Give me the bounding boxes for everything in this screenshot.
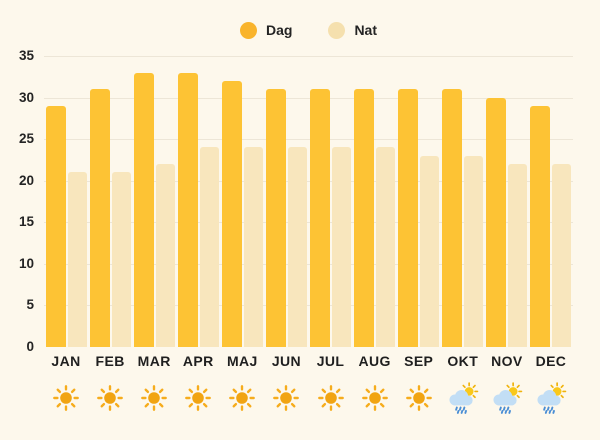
chart-legend: Dag Nat [44,19,573,41]
month-label-sep: SEP [404,353,434,369]
bar-nat-sep [420,155,440,347]
gridline-5 [44,305,573,307]
gridline-25 [44,139,573,141]
y-tick-30: 30 [18,89,34,105]
month-label-dec: DEC [535,353,567,369]
month-label-apr: APR [182,353,214,369]
bar-nat-nov [508,164,528,347]
bar-dag-dec [530,105,551,347]
bar-dag-maj [221,80,242,347]
gridline-15 [44,222,573,224]
gridline-30 [44,97,573,99]
bar-group-jun [264,56,308,347]
sun-icon [220,381,264,415]
bar-dag-jun [265,89,286,347]
y-tick-10: 10 [18,255,34,271]
bar-group-aug [353,56,397,347]
bar-group-feb [88,56,132,347]
bar-dag-okt [442,89,463,347]
bars [44,56,573,347]
sun-icon [132,381,176,415]
bar-dag-feb [89,89,110,347]
sun-icon [264,381,308,415]
bar-nat-jun [287,147,307,347]
month-label-jul: JUL [316,353,345,369]
y-tick-0: 0 [26,339,34,354]
month-label-jan: JAN [51,353,81,369]
bar-nat-apr [199,147,219,347]
weather-icons-row [44,381,573,415]
sun-rain-icon [529,381,573,415]
month-label-mar: MAR [137,353,171,369]
gridline-20 [44,180,573,182]
bar-nat-aug [376,147,396,347]
legend-item-nat: Nat [328,21,377,39]
bar-group-apr [176,56,220,347]
gridline-35 [44,56,573,57]
bar-group-sep [397,56,441,347]
x-axis-month-labels: JAN FEB MAR APR MAJ JUN JUL AUG SEP OKT NOV DEC [44,353,573,369]
bar-nat-jan [67,172,87,347]
dag-color-swatch [239,21,257,39]
sun-icon [397,381,441,415]
month-label-maj: MAJ [226,353,258,369]
bar-nat-maj [243,147,263,347]
y-tick-20: 20 [18,172,34,188]
sun-icon [176,381,220,415]
sun-icon [88,381,132,415]
nat-color-swatch [328,21,346,39]
bar-group-maj [220,56,264,347]
sun-rain-icon [485,381,529,415]
y-tick-25: 25 [18,131,34,147]
bar-dag-jul [310,89,331,347]
bar-dag-jan [45,105,66,347]
bar-group-okt [441,56,485,347]
bar-nat-mar [155,164,175,347]
sun-icon [308,381,352,415]
month-label-okt: OKT [447,353,479,369]
sun-rain-icon [441,381,485,415]
month-label-feb: FEB [95,353,125,369]
sun-icon [353,381,397,415]
bar-dag-aug [354,89,375,347]
y-axis-labels: 0 5 10 15 20 25 30 35 [0,48,37,354]
bar-dag-nov [486,97,507,347]
month-label-jun: JUN [271,353,302,369]
bar-group-jan [44,56,88,347]
bar-dag-sep [398,89,419,347]
sun-icon [44,381,88,415]
y-tick-35: 35 [18,48,34,63]
bar-nat-jul [332,147,352,347]
y-tick-15: 15 [18,214,34,230]
gridline-10 [44,263,573,265]
plot-area [44,56,573,347]
bar-group-nov [485,56,529,347]
bar-nat-dec [552,164,572,347]
bar-group-jul [308,56,352,347]
legend-label-nat: Nat [354,22,377,38]
month-label-aug: AUG [358,353,391,369]
legend-item-dag: Dag [239,21,293,39]
month-label-nov: NOV [491,353,523,369]
bar-group-dec [529,56,573,347]
bar-nat-okt [464,155,484,347]
bar-dag-mar [133,72,154,347]
bar-nat-feb [111,172,131,347]
legend-label-dag: Dag [265,22,293,38]
bar-group-mar [132,56,176,347]
bar-dag-apr [177,72,198,347]
y-tick-5: 5 [26,297,34,313]
